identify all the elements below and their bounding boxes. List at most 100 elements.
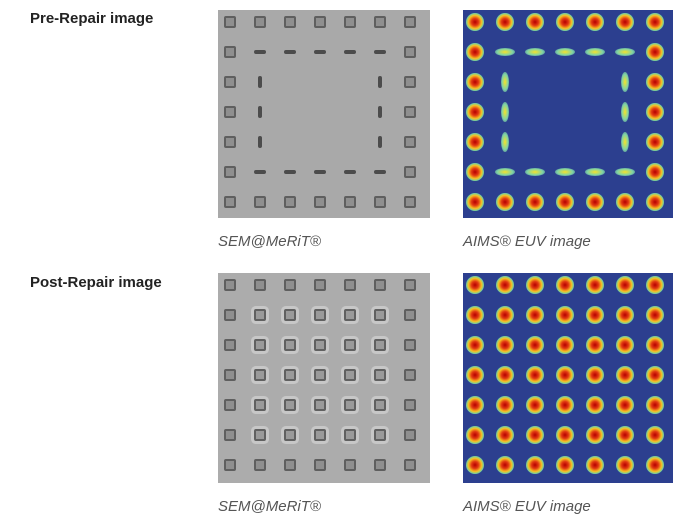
pattern-square bbox=[404, 106, 416, 118]
pattern-square bbox=[404, 429, 416, 441]
pattern-square bbox=[374, 279, 386, 291]
intensity-spot bbox=[586, 193, 604, 211]
intensity-spot bbox=[646, 396, 664, 414]
intensity-spot bbox=[586, 276, 604, 294]
intensity-spot bbox=[526, 193, 544, 211]
intensity-dash bbox=[525, 168, 545, 176]
intensity-spot bbox=[646, 193, 664, 211]
intensity-spot bbox=[646, 43, 664, 61]
intensity-dash bbox=[495, 168, 515, 176]
intensity-dash bbox=[585, 168, 605, 176]
intensity-spot bbox=[466, 163, 484, 181]
pattern-dash bbox=[258, 136, 262, 148]
intensity-spot bbox=[556, 13, 574, 31]
intensity-spot bbox=[466, 103, 484, 121]
pre-repair-sem-image bbox=[218, 10, 430, 218]
intensity-spot bbox=[496, 13, 514, 31]
intensity-spot bbox=[586, 13, 604, 31]
post-repair-sem-caption: SEM@MeRiT® bbox=[218, 498, 321, 515]
intensity-spot bbox=[616, 426, 634, 444]
intensity-spot bbox=[616, 276, 634, 294]
intensity-spot bbox=[466, 13, 484, 31]
pattern-square bbox=[314, 399, 326, 411]
pattern-square bbox=[314, 309, 326, 321]
pattern-dash bbox=[344, 50, 356, 54]
intensity-spot bbox=[496, 456, 514, 474]
pattern-square bbox=[314, 16, 326, 28]
intensity-spot bbox=[496, 396, 514, 414]
pattern-dash bbox=[284, 50, 296, 54]
intensity-spot bbox=[646, 306, 664, 324]
intensity-spot bbox=[616, 13, 634, 31]
intensity-spot bbox=[646, 103, 664, 121]
intensity-spot bbox=[646, 73, 664, 91]
intensity-spot bbox=[556, 193, 574, 211]
post-repair-label: Post-Repair image bbox=[30, 274, 162, 291]
intensity-spot bbox=[616, 336, 634, 354]
pattern-dash bbox=[374, 50, 386, 54]
pattern-square bbox=[224, 16, 236, 28]
pattern-square bbox=[314, 369, 326, 381]
intensity-spot bbox=[496, 306, 514, 324]
intensity-spot bbox=[646, 426, 664, 444]
intensity-spot bbox=[556, 276, 574, 294]
intensity-spot bbox=[556, 366, 574, 384]
intensity-spot bbox=[466, 193, 484, 211]
intensity-spot bbox=[616, 396, 634, 414]
intensity-spot bbox=[646, 13, 664, 31]
intensity-spot bbox=[646, 456, 664, 474]
pattern-square bbox=[344, 369, 356, 381]
intensity-dash bbox=[525, 48, 545, 56]
intensity-spot bbox=[496, 276, 514, 294]
intensity-spot bbox=[526, 456, 544, 474]
pre-repair-sem-caption: SEM@MeRiT® bbox=[218, 233, 321, 250]
pattern-square bbox=[374, 16, 386, 28]
intensity-dash bbox=[555, 48, 575, 56]
pattern-square bbox=[284, 369, 296, 381]
intensity-spot bbox=[556, 336, 574, 354]
intensity-spot bbox=[466, 306, 484, 324]
intensity-spot bbox=[466, 276, 484, 294]
pattern-square bbox=[314, 459, 326, 471]
intensity-spot bbox=[646, 366, 664, 384]
pre-repair-label: Pre-Repair image bbox=[30, 10, 154, 27]
pattern-square bbox=[404, 339, 416, 351]
pattern-square bbox=[314, 429, 326, 441]
intensity-spot bbox=[646, 133, 664, 151]
intensity-spot bbox=[586, 336, 604, 354]
pattern-square bbox=[224, 76, 236, 88]
post-repair-sem-image bbox=[218, 273, 430, 483]
pattern-square bbox=[344, 309, 356, 321]
intensity-dash bbox=[495, 48, 515, 56]
pattern-square bbox=[254, 16, 266, 28]
pattern-square bbox=[224, 429, 236, 441]
pattern-square bbox=[224, 106, 236, 118]
pattern-square bbox=[404, 136, 416, 148]
pattern-square bbox=[404, 309, 416, 321]
pattern-square bbox=[224, 459, 236, 471]
pattern-square bbox=[404, 399, 416, 411]
intensity-spot bbox=[586, 396, 604, 414]
pattern-square bbox=[344, 339, 356, 351]
pattern-square bbox=[254, 279, 266, 291]
intensity-spot bbox=[526, 426, 544, 444]
pattern-square bbox=[404, 166, 416, 178]
intensity-spot bbox=[466, 366, 484, 384]
pattern-square bbox=[284, 459, 296, 471]
intensity-spot bbox=[646, 336, 664, 354]
intensity-spot bbox=[466, 73, 484, 91]
intensity-spot bbox=[616, 306, 634, 324]
intensity-spot bbox=[556, 456, 574, 474]
intensity-spot bbox=[616, 366, 634, 384]
intensity-spot bbox=[646, 276, 664, 294]
pre-repair-aims-image bbox=[463, 10, 673, 218]
post-repair-aims-caption: AIMS® EUV image bbox=[463, 498, 591, 515]
intensity-spot bbox=[586, 366, 604, 384]
pattern-square bbox=[224, 309, 236, 321]
pattern-dash bbox=[258, 106, 262, 118]
intensity-dash bbox=[621, 102, 629, 122]
pattern-square bbox=[224, 369, 236, 381]
pattern-square bbox=[404, 76, 416, 88]
intensity-dash bbox=[615, 168, 635, 176]
pattern-square bbox=[254, 196, 266, 208]
